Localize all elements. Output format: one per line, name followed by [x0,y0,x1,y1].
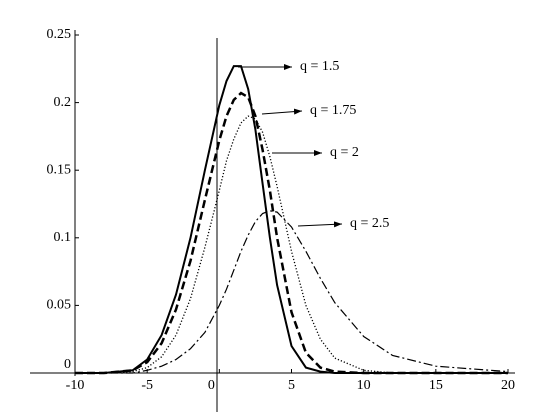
y-tick-label: 0.05 [47,298,72,313]
x-tick-label: -10 [66,378,85,393]
x-tick-label: 10 [357,378,371,393]
y-tick-label: 0.15 [47,162,72,177]
x-tick-label: 5 [288,378,295,393]
line-series [75,65,508,374]
line-series [75,115,508,374]
x-tick-label: 15 [429,378,443,393]
y-tick-label: 0.1 [54,230,72,245]
series-label: q = 1.75 [310,103,356,118]
line-series [75,210,509,374]
y-tick-label: 0 [64,357,71,372]
x-tick-label: 0 [208,378,215,393]
series-label: q = 2.5 [350,216,389,231]
y-tick-label: 0.25 [47,27,72,42]
series-label: q = 2 [330,145,359,160]
series-label: q = 1.5 [300,59,339,74]
x-tick-label: -5 [141,378,153,393]
annotation-arrow [297,221,343,228]
line-series [75,91,508,375]
y-tick-label: 0.2 [54,95,72,110]
annotation-arrow [261,108,303,115]
x-tick-label: 20 [501,378,515,393]
